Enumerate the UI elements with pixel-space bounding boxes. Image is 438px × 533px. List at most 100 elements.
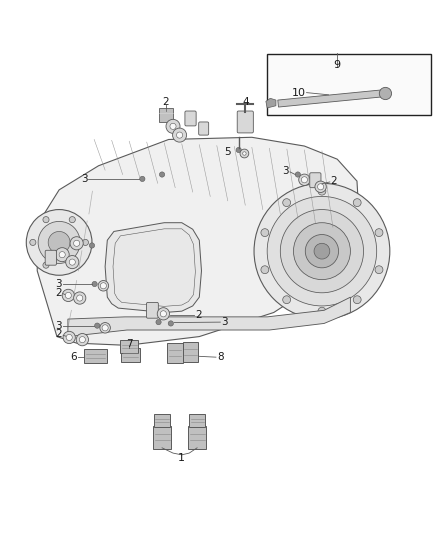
Polygon shape — [278, 90, 381, 107]
Circle shape — [48, 231, 70, 253]
Circle shape — [301, 177, 307, 183]
Circle shape — [95, 323, 100, 328]
Circle shape — [100, 282, 106, 289]
Polygon shape — [37, 138, 359, 345]
Circle shape — [379, 87, 392, 100]
FancyBboxPatch shape — [185, 111, 196, 126]
Circle shape — [55, 248, 69, 262]
Circle shape — [353, 296, 361, 304]
Circle shape — [65, 292, 71, 298]
Circle shape — [283, 296, 290, 304]
Circle shape — [166, 119, 180, 133]
Circle shape — [69, 259, 75, 265]
Bar — [267, 54, 431, 115]
Circle shape — [295, 172, 300, 177]
Circle shape — [353, 199, 361, 207]
Circle shape — [170, 123, 176, 130]
Circle shape — [318, 307, 326, 315]
Text: 5: 5 — [225, 147, 231, 157]
Circle shape — [159, 172, 165, 177]
FancyBboxPatch shape — [167, 343, 183, 363]
FancyBboxPatch shape — [121, 348, 140, 362]
Circle shape — [293, 223, 350, 280]
Polygon shape — [266, 98, 276, 108]
Circle shape — [177, 132, 183, 138]
Circle shape — [98, 280, 109, 291]
Text: 3: 3 — [56, 279, 62, 289]
Text: 2: 2 — [162, 97, 169, 107]
Circle shape — [173, 128, 187, 142]
Circle shape — [63, 332, 75, 344]
Circle shape — [236, 147, 241, 152]
FancyBboxPatch shape — [154, 414, 170, 427]
Circle shape — [70, 237, 83, 250]
Text: 3: 3 — [221, 317, 228, 327]
Circle shape — [318, 184, 324, 190]
Circle shape — [100, 322, 110, 333]
Circle shape — [66, 334, 72, 341]
Circle shape — [69, 262, 75, 268]
Circle shape — [140, 176, 145, 182]
Circle shape — [89, 243, 95, 248]
Text: 2: 2 — [56, 329, 62, 340]
Circle shape — [38, 221, 80, 263]
FancyBboxPatch shape — [45, 251, 57, 265]
Text: 2: 2 — [195, 310, 201, 320]
Circle shape — [254, 183, 390, 319]
Circle shape — [92, 281, 97, 287]
Text: 1: 1 — [178, 454, 185, 463]
Polygon shape — [68, 297, 350, 336]
Circle shape — [315, 181, 326, 192]
Circle shape — [62, 289, 74, 302]
Circle shape — [66, 255, 79, 269]
Circle shape — [299, 174, 310, 185]
Circle shape — [240, 149, 249, 158]
Circle shape — [82, 239, 88, 246]
Circle shape — [102, 325, 108, 331]
FancyBboxPatch shape — [153, 426, 171, 449]
Text: 3: 3 — [81, 174, 88, 184]
Text: 6: 6 — [70, 352, 77, 362]
Text: 8: 8 — [217, 352, 223, 362]
Circle shape — [74, 292, 86, 304]
Circle shape — [26, 209, 92, 275]
Circle shape — [74, 240, 80, 246]
FancyBboxPatch shape — [120, 340, 138, 353]
Circle shape — [243, 152, 246, 155]
Text: 3: 3 — [283, 166, 289, 176]
FancyBboxPatch shape — [310, 173, 321, 188]
Text: 2: 2 — [56, 288, 62, 298]
Circle shape — [30, 239, 36, 246]
Circle shape — [79, 336, 85, 343]
FancyBboxPatch shape — [146, 302, 158, 318]
Circle shape — [59, 252, 65, 258]
Circle shape — [43, 216, 49, 223]
Text: 9: 9 — [334, 60, 341, 70]
Circle shape — [375, 266, 383, 273]
Circle shape — [318, 187, 326, 195]
Text: 4: 4 — [242, 97, 249, 107]
Circle shape — [261, 229, 269, 237]
Circle shape — [280, 209, 364, 293]
Circle shape — [261, 266, 269, 273]
FancyBboxPatch shape — [159, 108, 173, 123]
Circle shape — [283, 199, 290, 207]
Circle shape — [267, 197, 377, 306]
FancyBboxPatch shape — [237, 111, 253, 133]
Text: 10: 10 — [292, 87, 306, 98]
FancyBboxPatch shape — [183, 342, 198, 361]
Circle shape — [69, 216, 75, 223]
Polygon shape — [105, 223, 201, 312]
Circle shape — [157, 308, 170, 320]
Circle shape — [168, 321, 173, 326]
Text: 2: 2 — [331, 176, 337, 186]
Circle shape — [305, 235, 339, 268]
Circle shape — [156, 319, 161, 325]
FancyBboxPatch shape — [188, 426, 206, 449]
FancyBboxPatch shape — [84, 349, 107, 364]
Text: 3: 3 — [56, 321, 62, 330]
Circle shape — [314, 243, 330, 259]
FancyBboxPatch shape — [199, 122, 208, 135]
Circle shape — [76, 334, 88, 346]
Text: 7: 7 — [126, 340, 133, 350]
